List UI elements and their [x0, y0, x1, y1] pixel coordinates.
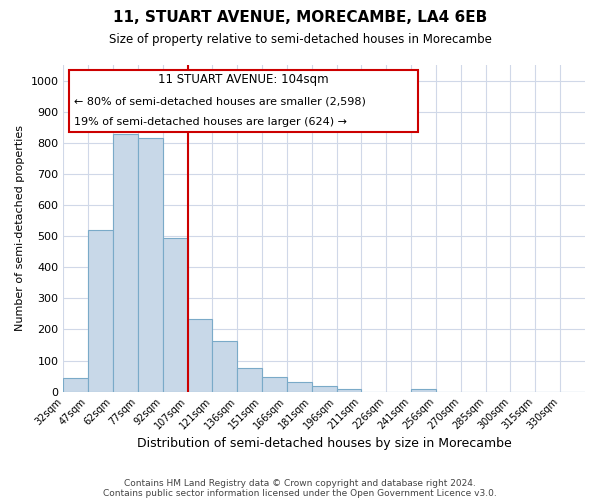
- Text: 11 STUART AVENUE: 104sqm: 11 STUART AVENUE: 104sqm: [158, 73, 329, 86]
- Text: Contains HM Land Registry data © Crown copyright and database right 2024.: Contains HM Land Registry data © Crown c…: [124, 478, 476, 488]
- Y-axis label: Number of semi-detached properties: Number of semi-detached properties: [15, 126, 25, 332]
- Text: Size of property relative to semi-detached houses in Morecambe: Size of property relative to semi-detach…: [109, 32, 491, 46]
- Bar: [287, 382, 312, 392]
- Bar: [138, 138, 163, 392]
- Bar: [337, 388, 361, 392]
- FancyBboxPatch shape: [68, 70, 418, 132]
- Bar: [411, 389, 436, 392]
- Bar: [163, 238, 188, 392]
- X-axis label: Distribution of semi-detached houses by size in Morecambe: Distribution of semi-detached houses by …: [137, 437, 512, 450]
- Bar: [113, 134, 138, 392]
- Bar: [64, 378, 88, 392]
- Bar: [237, 368, 262, 392]
- Bar: [88, 230, 113, 392]
- Text: 11, STUART AVENUE, MORECAMBE, LA4 6EB: 11, STUART AVENUE, MORECAMBE, LA4 6EB: [113, 10, 487, 25]
- Bar: [312, 386, 337, 392]
- Bar: [188, 318, 212, 392]
- Text: Contains public sector information licensed under the Open Government Licence v3: Contains public sector information licen…: [103, 488, 497, 498]
- Text: 19% of semi-detached houses are larger (624) →: 19% of semi-detached houses are larger (…: [74, 118, 347, 128]
- Bar: [212, 341, 237, 392]
- Bar: [262, 378, 287, 392]
- Text: ← 80% of semi-detached houses are smaller (2,598): ← 80% of semi-detached houses are smalle…: [74, 96, 366, 106]
